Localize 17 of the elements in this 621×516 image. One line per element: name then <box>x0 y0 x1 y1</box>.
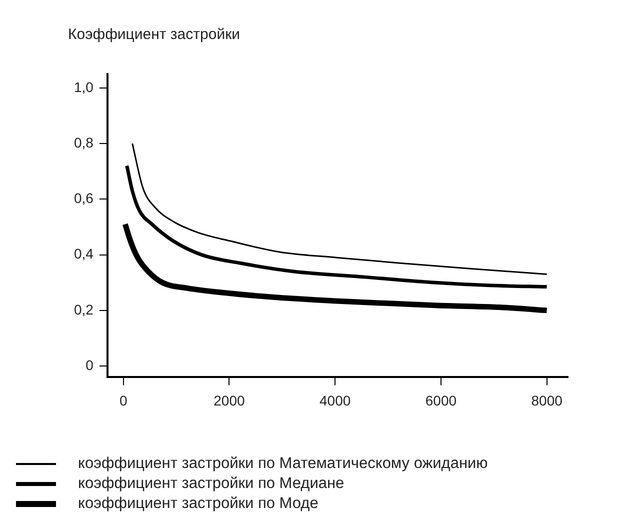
x-tick-label: 2000 <box>214 392 245 408</box>
line-series <box>132 142 548 276</box>
chart-title: Коэффициент застройки <box>68 26 240 44</box>
legend-label: коэффициент застройки по Моде <box>78 495 318 513</box>
y-tick-label: 1,0 <box>74 78 94 95</box>
y-tick-label: 0,4 <box>74 246 94 262</box>
line-series <box>125 164 549 289</box>
x-tick-label: 4000 <box>320 392 351 408</box>
y-tick-label: 0,8 <box>74 134 94 150</box>
legend-label: коэффициент застройки по Медиане <box>78 475 344 493</box>
legend-label: коэффициент застройки по Математическому ожиданию <box>78 455 488 473</box>
x-tick-label: 8000 <box>531 392 563 408</box>
x-tick-label: 6000 <box>425 392 457 408</box>
y-tick-label: 0,2 <box>74 301 94 318</box>
x-tick-label: 0 <box>119 392 128 408</box>
y-tick-label: 0 <box>86 356 94 373</box>
y-tick-label: 0,6 <box>74 190 94 206</box>
